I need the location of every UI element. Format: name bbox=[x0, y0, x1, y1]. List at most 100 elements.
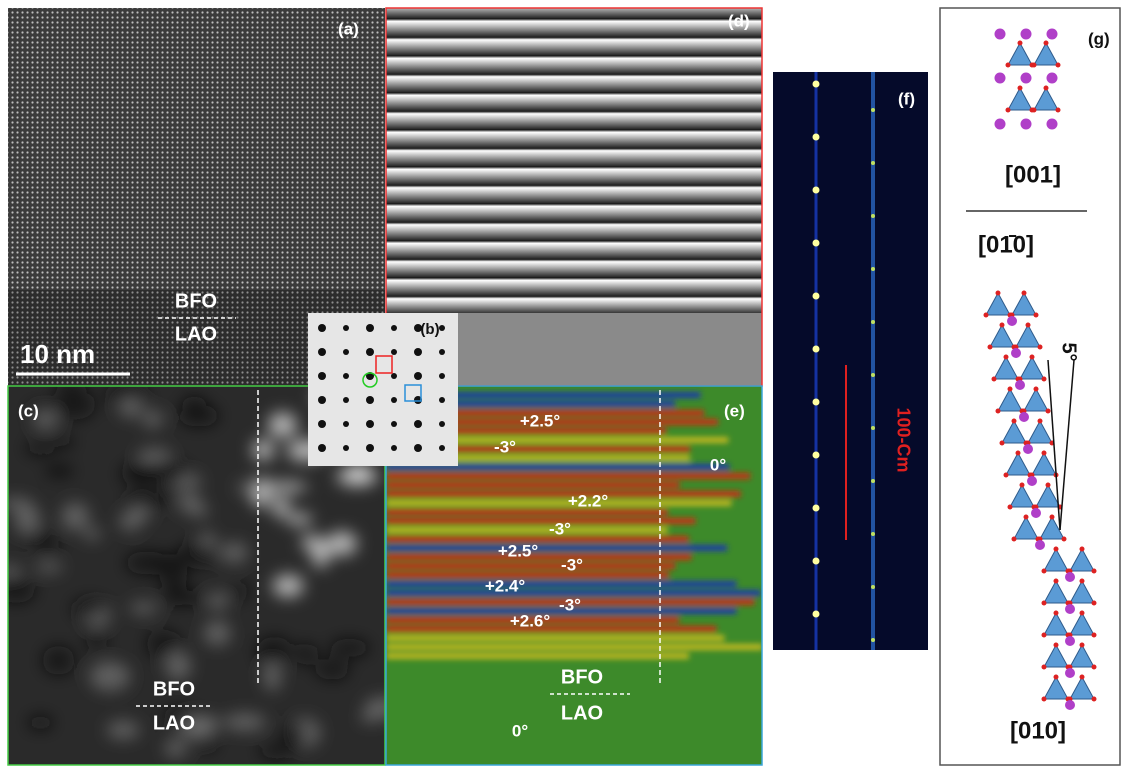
panel-label: (e) bbox=[724, 401, 745, 420]
oxygen bbox=[1046, 409, 1051, 414]
blob bbox=[21, 532, 45, 542]
fft-spot bbox=[343, 445, 349, 451]
spot bbox=[813, 81, 820, 88]
blob bbox=[273, 497, 290, 517]
rotation-label: 0° bbox=[512, 721, 528, 740]
blob bbox=[347, 464, 371, 482]
oxygen bbox=[984, 313, 989, 318]
interface-label: LAO bbox=[175, 323, 217, 345]
blob bbox=[327, 532, 357, 556]
spot bbox=[813, 452, 820, 459]
blob bbox=[231, 581, 248, 600]
blob bbox=[72, 598, 107, 618]
oxygen bbox=[1004, 473, 1009, 478]
figure: (a) BFO LAO 10 nm (d) (c) BFO LAO (e) +2… bbox=[0, 0, 1125, 768]
spot bbox=[871, 214, 875, 218]
oxygen bbox=[992, 377, 997, 382]
spot bbox=[813, 558, 820, 565]
interface-label: BFO bbox=[175, 290, 217, 312]
blob bbox=[90, 662, 130, 691]
fft-spot bbox=[366, 420, 374, 428]
stripe bbox=[386, 473, 750, 479]
blob bbox=[45, 465, 74, 477]
oxygen bbox=[1080, 547, 1085, 552]
fft-spot bbox=[439, 397, 445, 403]
panel-label: (a) bbox=[338, 19, 359, 38]
oxygen bbox=[988, 345, 993, 350]
stripe bbox=[386, 653, 689, 659]
stripe bbox=[386, 518, 695, 524]
oxygen bbox=[1042, 377, 1047, 382]
blob bbox=[273, 575, 304, 597]
stripe bbox=[386, 572, 669, 578]
bismuth bbox=[1031, 508, 1041, 518]
fft-spot bbox=[343, 373, 349, 379]
fft-spot bbox=[318, 444, 326, 452]
blob bbox=[42, 646, 74, 675]
blob bbox=[165, 739, 186, 757]
blob bbox=[28, 715, 54, 730]
bismuth bbox=[1035, 540, 1045, 550]
oxygen bbox=[1062, 537, 1067, 542]
oxygen bbox=[1042, 601, 1047, 606]
fft-spot bbox=[391, 373, 397, 379]
bismuth bbox=[1011, 348, 1021, 358]
bismuth bbox=[1019, 412, 1029, 422]
oxygen bbox=[1054, 643, 1059, 648]
stripe bbox=[386, 554, 691, 560]
bismuth bbox=[995, 29, 1006, 40]
bismuth bbox=[1023, 444, 1033, 454]
fft-spot bbox=[439, 349, 445, 355]
fft-spot bbox=[391, 397, 397, 403]
stripe bbox=[386, 563, 675, 569]
bismuth bbox=[1047, 29, 1058, 40]
oxygen bbox=[1054, 579, 1059, 584]
fft-spot bbox=[318, 348, 326, 356]
fft-spot bbox=[343, 349, 349, 355]
blob bbox=[221, 542, 248, 563]
panel-label: (b) bbox=[420, 321, 439, 338]
spot bbox=[813, 399, 820, 406]
blob bbox=[53, 390, 95, 419]
stripe bbox=[386, 644, 763, 650]
spot bbox=[871, 638, 875, 642]
blob bbox=[286, 513, 312, 525]
fft-spot bbox=[439, 421, 445, 427]
blob bbox=[119, 398, 142, 418]
tilt-label: 5° bbox=[1058, 342, 1080, 361]
stripe bbox=[386, 635, 724, 641]
spot bbox=[871, 320, 875, 324]
blob bbox=[61, 503, 89, 531]
bismuth bbox=[1007, 316, 1017, 326]
blob bbox=[182, 396, 206, 416]
oxygen bbox=[1054, 611, 1059, 616]
oxygen bbox=[1034, 387, 1039, 392]
stripe bbox=[386, 626, 717, 632]
stripe bbox=[386, 509, 668, 515]
interface-label: BFO bbox=[153, 678, 195, 700]
blob bbox=[50, 436, 75, 448]
bismuth bbox=[1065, 636, 1075, 646]
spot bbox=[871, 532, 875, 536]
stripe bbox=[386, 545, 727, 551]
blob bbox=[179, 493, 202, 513]
oxygen bbox=[1000, 323, 1005, 328]
oxygen bbox=[1042, 633, 1047, 638]
panel-label: (g) bbox=[1088, 29, 1110, 48]
blob bbox=[35, 562, 63, 572]
fft-spot bbox=[318, 420, 326, 428]
rotation-label: -3° bbox=[494, 437, 516, 456]
oxygen bbox=[1042, 451, 1047, 456]
oxygen bbox=[1022, 291, 1027, 296]
fft-spot bbox=[318, 372, 326, 380]
bismuth bbox=[1065, 668, 1075, 678]
oxygen bbox=[1012, 537, 1017, 542]
bismuth bbox=[1021, 29, 1032, 40]
fft-spot bbox=[343, 421, 349, 427]
blob bbox=[14, 505, 40, 535]
fft-spot bbox=[343, 397, 349, 403]
oxygen bbox=[1000, 441, 1005, 446]
blob bbox=[165, 652, 190, 681]
oxygen bbox=[1004, 355, 1009, 360]
blob bbox=[129, 602, 157, 614]
